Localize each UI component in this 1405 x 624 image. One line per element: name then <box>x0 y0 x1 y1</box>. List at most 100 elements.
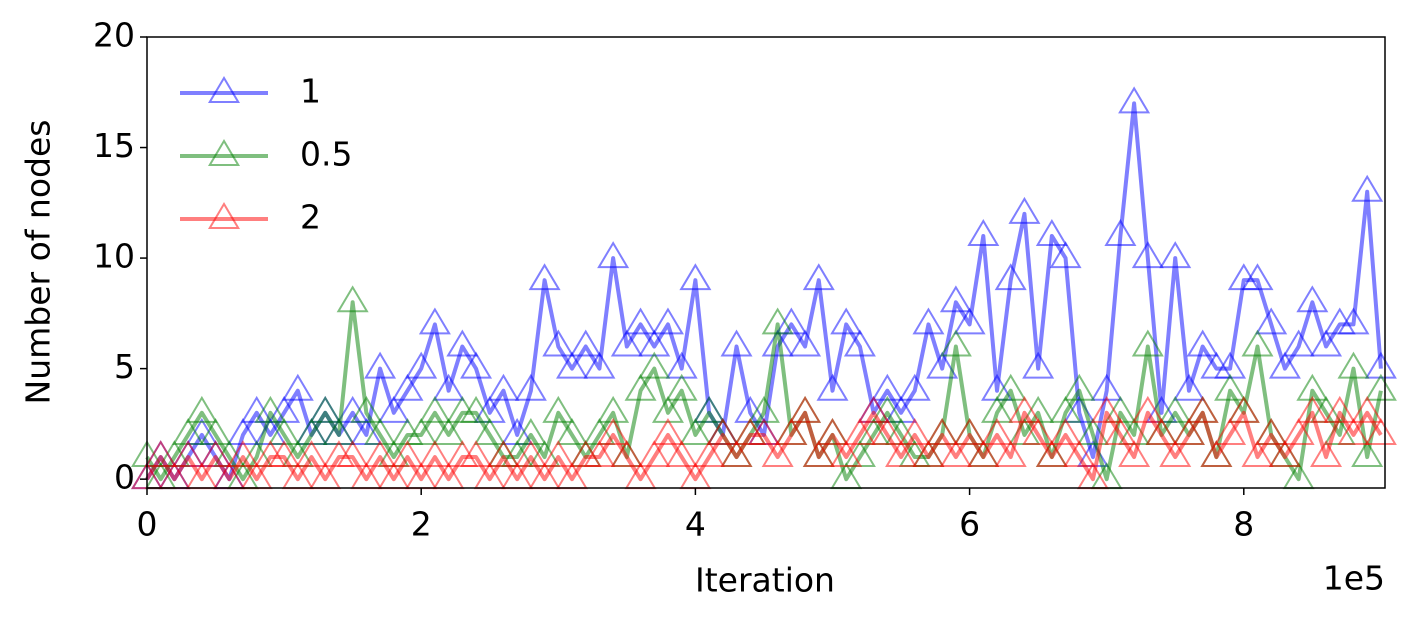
marker <box>939 285 972 313</box>
marker <box>144 440 177 468</box>
marker <box>1323 395 1356 423</box>
marker <box>1131 329 1164 357</box>
marker <box>350 395 383 423</box>
marker <box>487 373 520 401</box>
marker <box>172 440 205 468</box>
marker <box>1241 263 1274 291</box>
y-tick-label: 10 <box>93 237 135 276</box>
marker <box>1172 373 1205 401</box>
marker <box>1351 395 1384 423</box>
marker <box>898 417 931 445</box>
marker <box>720 440 753 468</box>
marker <box>1364 373 1397 401</box>
marker <box>418 440 451 468</box>
marker <box>1131 241 1164 269</box>
marker <box>1131 395 1164 423</box>
marker <box>405 417 438 445</box>
marker <box>693 395 726 423</box>
marker <box>405 351 438 379</box>
marker <box>364 440 397 468</box>
marker <box>939 329 972 357</box>
marker <box>1364 417 1397 445</box>
marker <box>336 440 369 468</box>
marker <box>926 417 959 445</box>
marker <box>1255 417 1288 445</box>
marker <box>789 329 822 357</box>
x-offset-label: 1e5 <box>1323 559 1385 598</box>
marker <box>1035 440 1068 468</box>
marker <box>597 417 630 445</box>
marker <box>281 373 314 401</box>
marker <box>226 440 259 468</box>
x-tick-label: 4 <box>685 505 706 544</box>
marker <box>1241 440 1274 468</box>
marker <box>1008 395 1041 423</box>
marker <box>1268 351 1301 379</box>
marker <box>885 440 918 468</box>
marker <box>843 417 876 445</box>
marker <box>364 351 397 379</box>
marker <box>555 351 589 379</box>
marker <box>542 440 575 468</box>
marker <box>1310 440 1343 468</box>
x-tick-label: 8 <box>1233 505 1254 544</box>
legend-label: 0.5 <box>300 135 352 174</box>
marker <box>994 263 1027 291</box>
x-tick-label: 6 <box>959 505 980 544</box>
marker <box>720 329 753 357</box>
marker <box>514 373 547 401</box>
marker <box>583 440 616 468</box>
marker <box>1186 329 1219 357</box>
y-tick-label: 20 <box>93 16 135 55</box>
marker <box>953 307 986 335</box>
marker <box>1337 307 1370 335</box>
marker <box>418 307 451 335</box>
marker <box>1022 351 1055 379</box>
marker <box>268 440 301 468</box>
marker <box>542 329 575 357</box>
marker <box>487 440 520 468</box>
marker <box>199 440 232 468</box>
marker <box>638 351 671 379</box>
marker <box>542 395 575 423</box>
marker <box>1049 241 1082 269</box>
marker <box>1227 395 1260 423</box>
marker <box>1049 417 1082 445</box>
marker <box>1118 440 1151 468</box>
marker <box>1118 86 1151 114</box>
marker <box>1076 417 1109 445</box>
marker <box>939 440 972 468</box>
marker <box>871 417 904 445</box>
marker <box>418 395 451 423</box>
marker <box>967 440 1000 468</box>
series-line <box>145 300 1383 482</box>
marker <box>1104 219 1137 246</box>
marker <box>377 395 410 423</box>
marker <box>555 417 589 445</box>
marker <box>665 373 698 401</box>
marker <box>802 440 835 468</box>
x-axis-label: Iteration <box>695 561 835 600</box>
marker <box>693 440 726 468</box>
marker <box>185 395 218 423</box>
series-line <box>145 410 1383 482</box>
plot-area <box>130 86 1397 490</box>
marker <box>981 417 1014 445</box>
marker <box>953 417 986 445</box>
marker <box>460 351 493 379</box>
y-axis-label: Number of nodes <box>19 120 58 405</box>
marker <box>830 440 863 468</box>
axes-frame <box>146 36 1386 489</box>
legend-marker <box>207 139 241 166</box>
marker <box>1200 440 1233 468</box>
marker <box>1063 440 1096 468</box>
marker <box>1337 351 1370 379</box>
marker <box>775 417 808 445</box>
marker <box>912 307 945 335</box>
marker <box>789 395 822 423</box>
marker <box>1296 285 1329 313</box>
marker <box>1310 329 1343 357</box>
marker <box>1008 196 1041 224</box>
marker <box>624 373 657 401</box>
marker <box>336 285 369 313</box>
